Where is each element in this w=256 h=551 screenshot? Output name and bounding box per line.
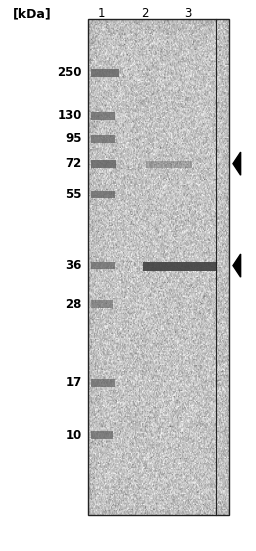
Bar <box>91 300 113 308</box>
Text: 250: 250 <box>57 66 82 79</box>
Bar <box>146 161 192 168</box>
Bar <box>91 262 115 269</box>
Text: 130: 130 <box>58 109 82 122</box>
Bar <box>143 262 216 271</box>
Text: 17: 17 <box>66 376 82 390</box>
Text: 3: 3 <box>185 7 192 20</box>
Polygon shape <box>233 254 241 277</box>
Bar <box>91 135 115 143</box>
Text: 95: 95 <box>66 132 82 145</box>
Bar <box>88 19 229 515</box>
Bar <box>91 69 119 77</box>
Text: 72: 72 <box>66 157 82 170</box>
Text: 36: 36 <box>66 259 82 272</box>
Polygon shape <box>233 152 241 175</box>
Text: 55: 55 <box>66 188 82 201</box>
Bar <box>91 112 115 120</box>
Text: 2: 2 <box>141 7 148 20</box>
Bar <box>91 160 116 168</box>
Text: 10: 10 <box>66 429 82 442</box>
Bar <box>91 379 115 387</box>
Bar <box>91 431 113 439</box>
Text: 28: 28 <box>66 298 82 311</box>
Bar <box>91 191 115 198</box>
Text: [kDa]: [kDa] <box>13 7 51 20</box>
Text: 1: 1 <box>97 7 105 20</box>
